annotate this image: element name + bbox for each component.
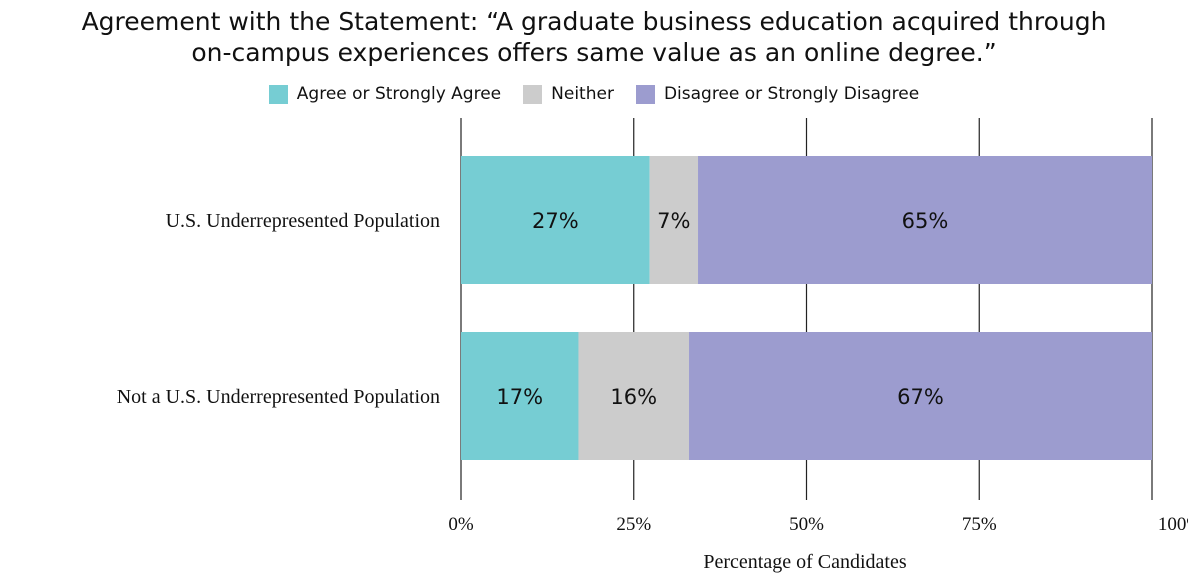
x-tick-label-0: 0% [448, 514, 474, 535]
legend-label-disagree: Disagree or Strongly Disagree [663, 84, 920, 104]
data-label-agree-or-strongly-agree-2: 17% [496, 385, 543, 409]
bars [461, 156, 1152, 460]
legend-label-neither: Neither [551, 84, 614, 104]
category-label-2: Not a U.S. Underrepresented Population [117, 386, 440, 408]
x-tick-label-3: 75% [962, 514, 997, 535]
data-label-neither-2: 16% [610, 385, 657, 409]
bar-agree-or-strongly-agree-1 [461, 156, 650, 284]
chart-title-line-2: on-campus experiences offers same value … [191, 38, 997, 67]
category-label-1: U.S. Underrepresented Population [166, 210, 440, 232]
data-label-disagree-or-strongly-disagree-1: 65% [902, 209, 949, 233]
x-tick-label-4: 100% [1158, 514, 1188, 535]
legend-label-agree: Agree or Strongly Agree [296, 84, 502, 104]
x-tick-label-1: 25% [616, 514, 651, 535]
legend-item-neither: Neither [523, 84, 614, 104]
legend-item-disagree: Disagree or Strongly Disagree [635, 84, 920, 104]
chart-title-line-1: Agreement with the Statement: “A graduat… [81, 7, 1107, 36]
bar-disagree-or-strongly-disagree-2 [689, 332, 1152, 460]
bar-neither-1 [649, 156, 699, 284]
data-label-agree-or-strongly-agree-1: 27% [532, 209, 579, 233]
legend-swatch-neither [523, 84, 543, 104]
bar-neither-2 [578, 332, 690, 460]
category-labels: U.S. Underrepresented Population Not a U.… [117, 210, 440, 408]
data-labels: 27% 7% 65% 17% 16% 67% [496, 209, 948, 409]
bar-agree-or-strongly-agree-2 [461, 332, 579, 460]
legend-item-agree: Agree or Strongly Agree [268, 84, 502, 104]
data-label-neither-1: 7% [657, 209, 690, 233]
legend-swatch-agree [268, 84, 288, 104]
legend-swatch-disagree [635, 84, 655, 104]
x-tick-label-2: 50% [789, 514, 824, 535]
chart-title: Agreement with the Statement: “A graduat… [0, 6, 1188, 68]
data-label-disagree-or-strongly-disagree-2: 67% [897, 385, 944, 409]
x-axis-title: Percentage of Candidates [703, 551, 906, 573]
legend: Agree or Strongly Agree Neither Disagree… [0, 84, 1188, 104]
x-tick-labels: 0% 25% 50% 75% 100% [448, 514, 1188, 535]
bar-disagree-or-strongly-disagree-1 [698, 156, 1152, 284]
